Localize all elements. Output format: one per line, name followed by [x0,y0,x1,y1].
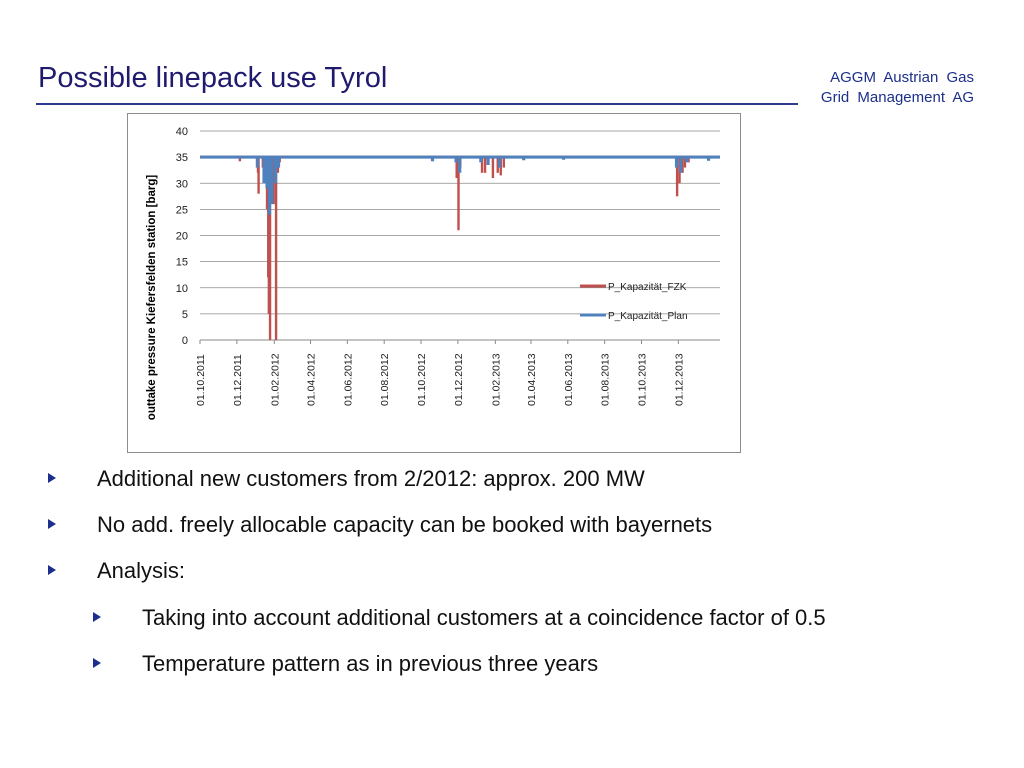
y-axis-label: outtake pressure Kiefersfelden station [… [146,175,158,421]
bullet-item: Analysis: [97,558,186,583]
x-tick-label: 01.08.2013 [600,353,612,406]
legend-label: P_Kapazität_Plan [608,311,688,322]
sub-bullet-item: Temperature pattern as in previous three… [142,651,599,676]
y-tick-label: 0 [182,335,188,347]
brand-line-2: Grid Management AG [820,89,974,106]
x-tick-label: 01.12.2011 [232,354,244,406]
x-tick-label: 01.04.2012 [306,353,318,406]
sub-bullet-item: Taking into account additional customers… [142,605,826,630]
x-tick-label: 01.04.2013 [526,353,538,406]
bullet-marker-icon [93,658,101,668]
slide-title: Possible linepack use Tyrol [38,62,388,94]
y-tick-label: 10 [176,283,188,295]
y-tick-label: 25 [176,204,188,216]
x-tick-label: 01.12.2012 [453,353,465,406]
pressure-chart: 0 5 10 15 20 25 30 35 40 01.10.2011 01.12.2011 01.0… [146,126,720,421]
x-tick-label: 01.06.2012 [342,353,354,406]
y-tick-label: 30 [176,178,188,190]
brand-line-1: AGGM Austrian Gas [830,69,974,86]
x-tick-label: 01.08.2012 [379,353,391,406]
x-tick-label: 01.02.2012 [269,353,281,406]
bullet-marker-icon [48,565,56,575]
bullet-item: Additional new customers from 2/2012: ap… [97,466,645,491]
title-underline [36,103,798,105]
bullet-marker-icon [93,612,101,622]
company-brand: AGGM Austrian Gas Grid Management AG [821,68,974,108]
y-tick-label: 15 [176,257,188,269]
y-tick-label: 40 [176,126,188,138]
y-tick-label: 35 [176,152,188,164]
x-tick-label: 01.10.2011 [195,354,207,406]
bullet-marker-icon [48,519,56,529]
x-tick-label: 01.10.2012 [416,353,428,406]
x-tick-label: 01.12.2013 [673,353,685,406]
pressure-chart-frame: 0 5 10 15 20 25 30 35 40 01.10.2011 01.12.2011 01.0… [127,113,741,453]
y-tick-label: 20 [176,231,188,243]
x-tick-label: 01.02.2013 [490,353,502,406]
y-tick-label: 5 [182,309,188,321]
bullet-item: No add. freely allocable capacity can be… [97,512,713,537]
x-tick-label: 01.06.2013 [563,353,575,406]
x-tick-label: 01.10.2013 [636,353,648,406]
bullet-marker-icon [48,473,56,483]
legend-label: P_Kapazität_FZK [608,282,687,293]
